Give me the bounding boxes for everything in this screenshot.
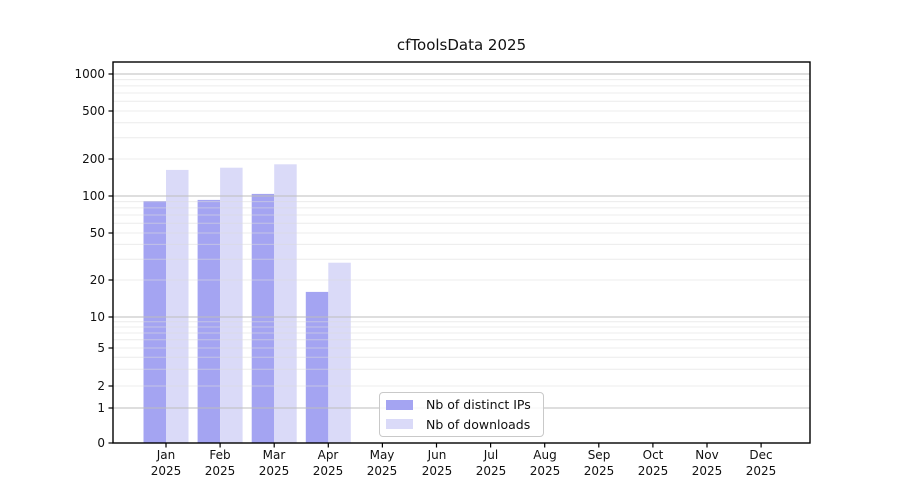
x-tick-label-line: Jun xyxy=(427,448,447,462)
legend-item-downloads: Nb of downloads xyxy=(386,417,543,432)
legend-item-distinct-ips: Nb of distinct IPs xyxy=(386,397,543,412)
y-tick-label: 50 xyxy=(89,226,105,240)
bar-distinct-ips xyxy=(305,291,329,443)
bar-downloads xyxy=(328,262,351,443)
x-tick-label-line: Dec xyxy=(749,448,773,462)
x-tick-label-line: 2025 xyxy=(204,463,236,478)
y-tick-label: 2 xyxy=(97,379,105,393)
x-tick-label-line: 2025 xyxy=(637,463,669,478)
x-tick-label: Aug 2025 xyxy=(518,448,572,479)
legend-swatch-downloads xyxy=(386,419,413,430)
x-tick-label: Apr 2025 xyxy=(301,448,355,479)
y-tick-label: 100 xyxy=(82,189,105,203)
x-tick-label-line: Oct xyxy=(642,448,664,462)
x-tick-label: Mar 2025 xyxy=(247,448,301,479)
x-tick-label-line: Feb xyxy=(209,448,231,462)
legend-swatch-distinct-ips xyxy=(386,399,413,410)
bar-downloads xyxy=(274,164,297,444)
y-tick-label: 500 xyxy=(82,104,105,118)
x-tick-label-line: Jan xyxy=(156,448,176,462)
x-tick-label-line: 2025 xyxy=(691,463,723,478)
x-tick-label: Nov 2025 xyxy=(680,448,734,479)
x-tick-label-line: Mar xyxy=(262,448,286,462)
x-tick-label-line: Jul xyxy=(483,448,499,462)
x-tick-label-line: Aug xyxy=(533,448,557,462)
x-tick-label-line: 2025 xyxy=(150,463,182,478)
x-tick-label-line: 2025 xyxy=(258,463,290,478)
x-tick-label-line: 2025 xyxy=(312,463,344,478)
legend: Nb of distinct IPs Nb of downloads xyxy=(379,392,544,437)
bar-downloads xyxy=(166,169,189,443)
x-tick-label-line: 2025 xyxy=(366,463,398,478)
legend-label-downloads: Nb of downloads xyxy=(426,416,531,432)
y-tick-label: 200 xyxy=(82,152,105,166)
legend-label-distinct-ips: Nb of distinct IPs xyxy=(426,397,531,413)
y-tick-label: 20 xyxy=(89,273,105,287)
y-tick-label: 1000 xyxy=(74,67,105,81)
x-tick-label-line: Sep xyxy=(587,448,611,462)
y-tick-label: 10 xyxy=(89,310,105,324)
y-tick-label: 0 xyxy=(97,436,105,450)
y-tick-label: 1 xyxy=(97,401,105,415)
plot-frame xyxy=(112,61,811,444)
x-tick-label-line: 2025 xyxy=(745,463,777,478)
bar-distinct-ips xyxy=(251,193,275,443)
x-tick-label: Oct 2025 xyxy=(626,448,680,479)
x-tick-label: May 2025 xyxy=(355,448,409,479)
x-tick-label-line: Apr xyxy=(317,448,339,462)
x-tick-label-line: Nov xyxy=(695,448,719,462)
x-tick-label-line: May xyxy=(369,448,395,462)
x-tick-label: Dec 2025 xyxy=(734,448,788,479)
x-tick-label-line: 2025 xyxy=(529,463,561,478)
x-tick-label: Jun 2025 xyxy=(410,448,464,479)
x-tick-label: Jan 2025 xyxy=(139,448,193,479)
x-tick-label-line: 2025 xyxy=(475,463,507,478)
x-tick-label-line: 2025 xyxy=(583,463,615,478)
x-tick-label: Jul 2025 xyxy=(464,448,518,479)
x-tick-label-line: 2025 xyxy=(421,463,453,478)
x-tick-label: Sep 2025 xyxy=(572,448,626,479)
x-tick-label: Feb 2025 xyxy=(193,448,247,479)
y-tick-label: 5 xyxy=(97,341,105,355)
chart-title: cfToolsData 2025 xyxy=(396,36,527,54)
bar-downloads xyxy=(220,167,243,443)
